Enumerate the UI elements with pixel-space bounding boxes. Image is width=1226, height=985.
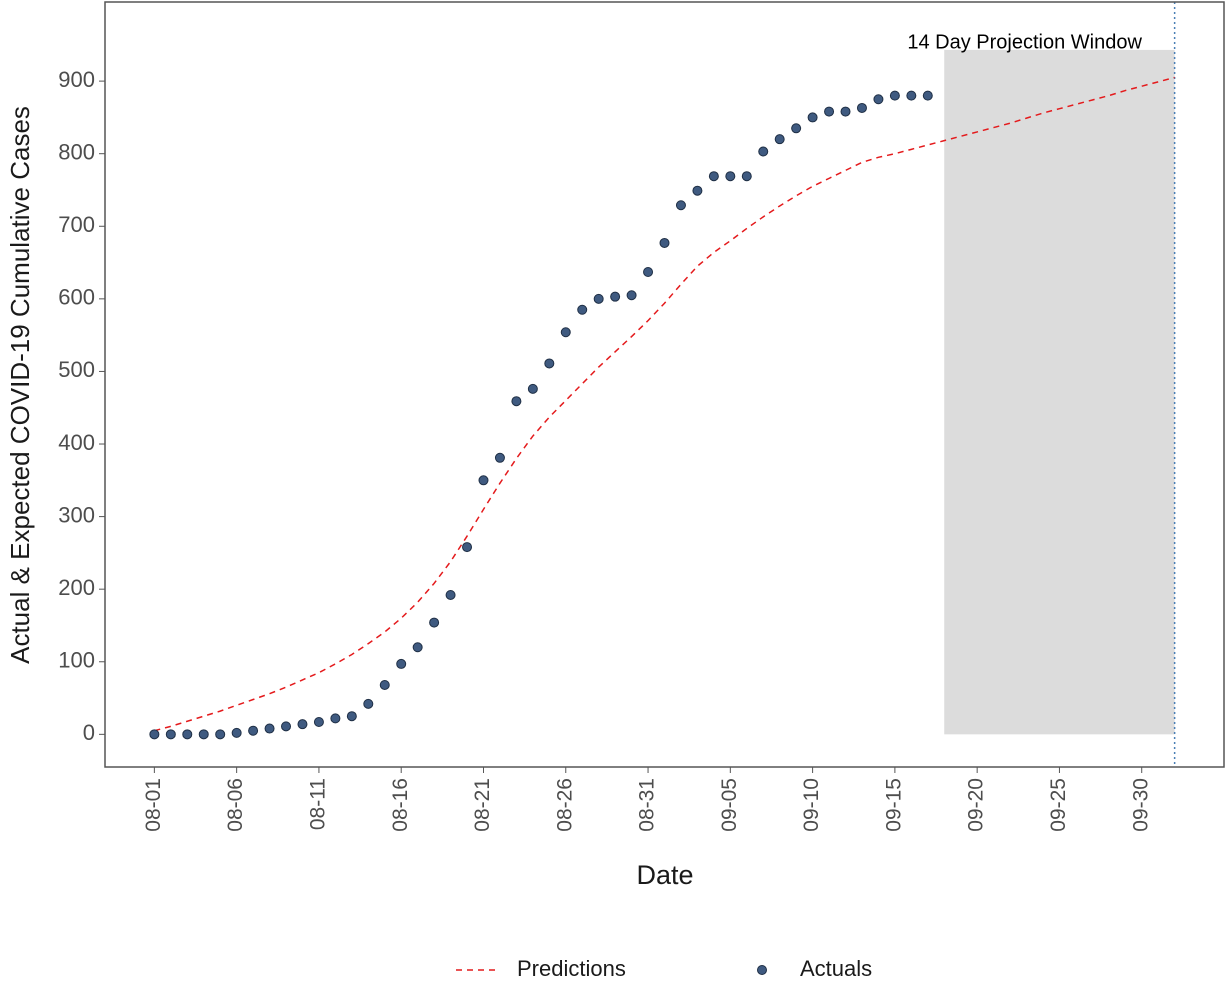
actual-point bbox=[215, 729, 226, 740]
actual-point bbox=[692, 185, 703, 196]
actual-point bbox=[807, 112, 818, 123]
actual-point bbox=[182, 729, 193, 740]
actual-point bbox=[248, 725, 259, 736]
actual-point bbox=[922, 90, 933, 101]
actual-point bbox=[330, 713, 341, 724]
actual-point bbox=[675, 200, 686, 211]
actual-point bbox=[281, 721, 292, 732]
actual-point bbox=[462, 542, 473, 553]
x-tick-label: 08-21 bbox=[471, 778, 494, 832]
legend-label: Predictions bbox=[517, 956, 626, 981]
x-tick-label: 09-05 bbox=[718, 778, 741, 832]
actual-point bbox=[527, 383, 538, 394]
actual-point bbox=[346, 711, 357, 722]
actual-point bbox=[313, 717, 324, 727]
actual-point bbox=[494, 452, 505, 463]
x-tick-label: 08-31 bbox=[636, 778, 659, 832]
actual-point bbox=[429, 617, 440, 628]
y-tick-label: 300 bbox=[58, 502, 95, 527]
legend-label: Actuals bbox=[800, 956, 872, 981]
x-tick-label: 08-06 bbox=[224, 778, 247, 832]
actual-point bbox=[856, 102, 867, 113]
actual-point bbox=[840, 106, 851, 117]
y-tick-label: 600 bbox=[58, 285, 95, 310]
legend-marker bbox=[757, 965, 767, 975]
y-axis-label: Actual & Expected COVID-19 Cumulative Ca… bbox=[5, 106, 35, 664]
actual-point bbox=[708, 171, 719, 182]
actual-point bbox=[824, 106, 835, 117]
x-tick-label: 08-26 bbox=[553, 778, 576, 832]
actual-point bbox=[198, 729, 209, 740]
actual-point bbox=[264, 723, 275, 734]
y-tick-label: 500 bbox=[58, 357, 95, 382]
x-tick-label: 08-16 bbox=[389, 778, 412, 832]
actual-point bbox=[165, 729, 176, 740]
projection-window bbox=[944, 49, 1175, 735]
actual-point bbox=[396, 658, 407, 669]
y-tick-label: 0 bbox=[83, 720, 95, 745]
actual-point bbox=[412, 642, 423, 653]
actual-point bbox=[725, 171, 736, 182]
actual-point bbox=[873, 94, 884, 105]
x-tick-label: 08-01 bbox=[142, 778, 165, 832]
actual-point bbox=[379, 679, 390, 690]
actual-point bbox=[906, 90, 917, 101]
y-tick-label: 400 bbox=[58, 430, 95, 455]
y-tick-label: 200 bbox=[58, 575, 95, 600]
actual-point bbox=[577, 304, 588, 315]
actual-point bbox=[297, 719, 308, 730]
actual-point bbox=[593, 293, 604, 304]
actual-point bbox=[544, 358, 555, 369]
x-tick-label: 08-11 bbox=[306, 778, 329, 830]
actual-point bbox=[889, 90, 900, 101]
prediction-line bbox=[154, 76, 1175, 732]
actual-point bbox=[231, 727, 242, 738]
plot-frame bbox=[104, 1, 1225, 768]
x-tick-label: 09-20 bbox=[965, 778, 988, 832]
actual-point bbox=[741, 171, 752, 182]
x-axis-label: Date bbox=[636, 860, 693, 890]
x-tick-label: 09-15 bbox=[882, 778, 905, 832]
actual-point bbox=[560, 327, 571, 338]
x-tick-label: 09-25 bbox=[1047, 778, 1070, 832]
actual-point bbox=[659, 237, 670, 248]
x-tick-label: 09-10 bbox=[800, 778, 823, 832]
actual-point bbox=[363, 698, 374, 709]
y-tick-label: 900 bbox=[58, 67, 95, 92]
y-tick-label: 800 bbox=[58, 140, 95, 165]
actual-point bbox=[791, 123, 802, 134]
annotation: 14 Day Projection Window bbox=[907, 31, 1142, 53]
y-tick-label: 100 bbox=[58, 648, 95, 673]
y-tick-label: 700 bbox=[58, 212, 95, 237]
actual-point bbox=[149, 729, 160, 740]
actual-point bbox=[643, 267, 654, 277]
actual-point bbox=[610, 291, 621, 302]
actual-point bbox=[758, 146, 769, 157]
x-tick-label: 09-30 bbox=[1129, 778, 1152, 832]
actual-point bbox=[626, 290, 637, 301]
actual-point bbox=[445, 589, 456, 600]
actual-point bbox=[478, 475, 489, 486]
actual-point bbox=[774, 134, 785, 145]
actual-point bbox=[511, 396, 522, 407]
